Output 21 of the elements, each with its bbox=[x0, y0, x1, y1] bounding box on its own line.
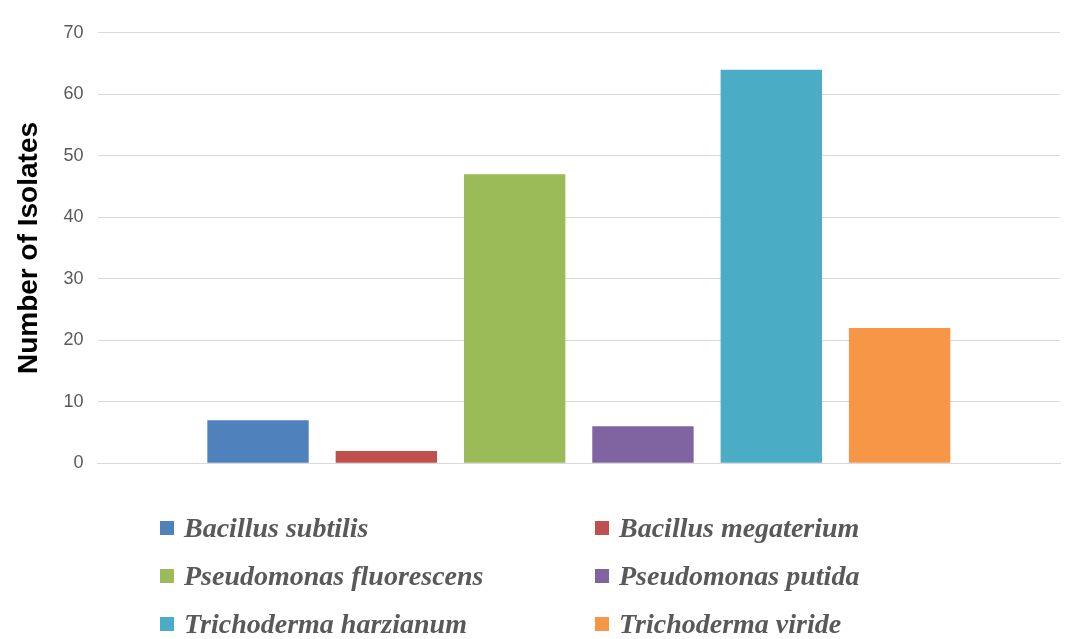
bar bbox=[335, 450, 438, 463]
bar bbox=[720, 69, 822, 463]
y-tick-label: 20 bbox=[63, 329, 84, 350]
bar bbox=[592, 426, 694, 463]
y-axis-title: Number of Isolates bbox=[11, 121, 43, 375]
y-tick-label: 0 bbox=[73, 452, 84, 473]
legend-label: Bacillus subtilis bbox=[184, 511, 369, 545]
legend-label: Trichoderma harzianum bbox=[184, 607, 467, 639]
legend-label: Pseudomonas putida bbox=[619, 559, 860, 593]
y-tick-label: 10 bbox=[63, 390, 84, 411]
legend-label: Pseudomonas fluorescens bbox=[184, 559, 484, 593]
legend-label: Trichoderma viride bbox=[619, 607, 842, 639]
y-tick-label: 70 bbox=[63, 21, 84, 42]
y-tick-label: 40 bbox=[63, 206, 84, 227]
y-tick-label: 30 bbox=[63, 267, 84, 288]
legend-label: Bacillus megaterium bbox=[619, 511, 860, 545]
bar bbox=[207, 420, 309, 463]
bar bbox=[463, 174, 566, 463]
y-tick-label: 50 bbox=[63, 144, 84, 165]
bar bbox=[848, 327, 951, 463]
y-tick-label: 60 bbox=[63, 83, 84, 104]
